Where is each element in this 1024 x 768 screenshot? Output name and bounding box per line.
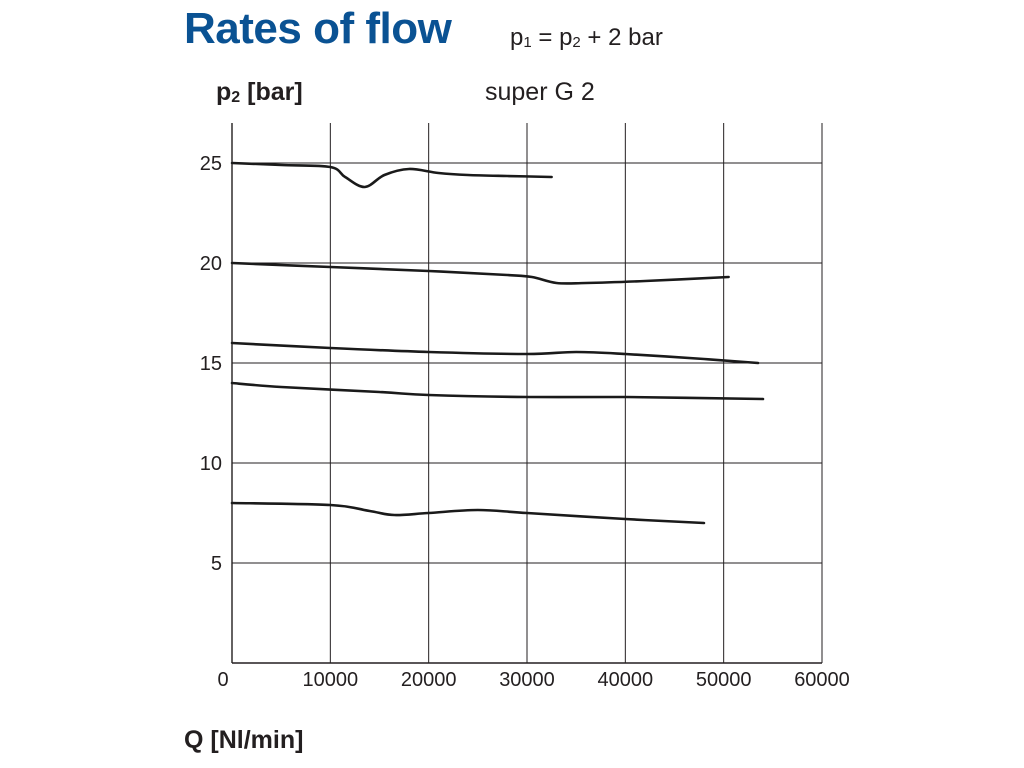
flow-curve-2	[230, 261, 730, 285]
pressure-formula: p1 = p2 + 2 bar	[510, 24, 663, 52]
formula-p1: p	[510, 24, 524, 51]
x-tick-label: 20000	[401, 669, 457, 691]
x-tick-label: 50000	[696, 669, 752, 691]
flow-curve-4	[230, 381, 765, 401]
flow-curve-5	[230, 501, 706, 525]
formula-p2: p	[559, 24, 573, 51]
flow-curve-3	[230, 341, 760, 365]
formula-equals: =	[531, 24, 560, 51]
formula-p1-subscript: 1	[523, 34, 532, 51]
chart-series	[230, 161, 765, 525]
y-tick-label: 25	[200, 153, 222, 175]
y-tick-label: 5	[211, 553, 222, 575]
page-title: Rates of flow	[184, 4, 452, 53]
x-tick-label: 0	[217, 669, 228, 691]
x-tick-label: 60000	[794, 669, 850, 691]
x-tick-label: 40000	[598, 669, 654, 691]
x-axis-label: Q [Nl/min]	[184, 726, 304, 754]
formula-p2-subscript: 2	[572, 34, 581, 51]
y-axis-label-main: p	[216, 78, 232, 106]
y-axis-label-subscript: 2	[231, 89, 241, 106]
y-axis-label: p2 [bar]	[216, 78, 303, 107]
formula-rest: + 2 bar	[580, 24, 663, 51]
chart-grid	[231, 123, 823, 664]
flow-curve-1	[230, 161, 553, 189]
x-tick-label: 10000	[303, 669, 359, 691]
chart-subtitle: super G 2	[485, 78, 595, 106]
y-tick-label: 15	[200, 353, 222, 375]
x-tick-label: 30000	[499, 669, 555, 691]
chart-tick-labels: 0 10000 20000 30000 40000 50000 60000 5 10 15 20 25	[200, 153, 850, 691]
y-axis-label-unit: [bar]	[240, 78, 303, 106]
y-tick-label: 20	[200, 253, 222, 275]
y-tick-label: 10	[200, 453, 222, 475]
